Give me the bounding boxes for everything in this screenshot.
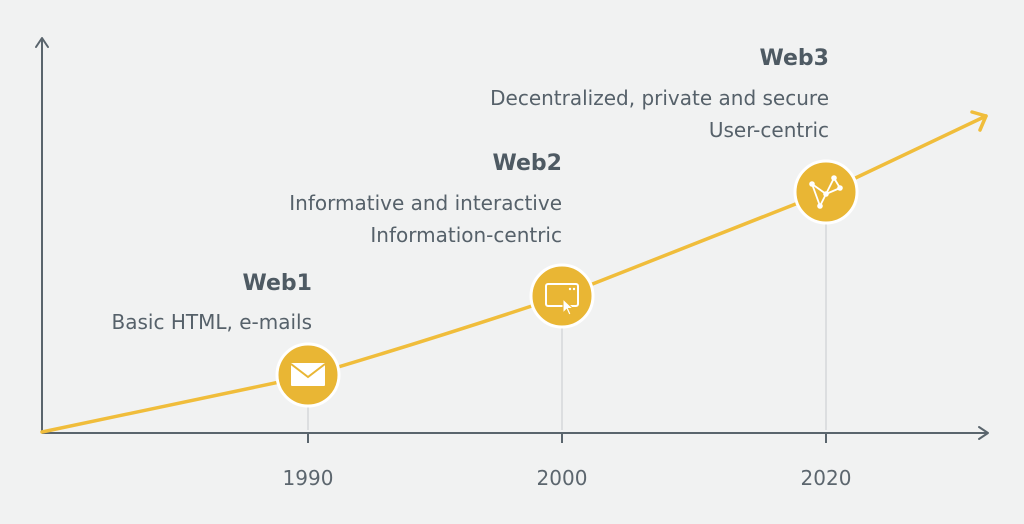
year-label-2020: 2020 [801, 466, 852, 490]
web1-desc-line-1: Basic HTML, e-mails [112, 310, 312, 334]
web1-title: Web1 [243, 271, 312, 296]
web2-node [529, 263, 595, 329]
web2-title: Web2 [493, 151, 562, 176]
web3-node [793, 159, 859, 225]
envelope-icon [290, 363, 326, 386]
year-label-2000: 2000 [537, 466, 588, 490]
web3-desc-line-2: User-centric [709, 118, 829, 142]
web2-desc-line-1: Informative and interactive [289, 191, 562, 215]
x-axis [42, 426, 989, 440]
web3-title: Web3 [760, 46, 829, 71]
web3-desc-line-1: Decentralized, private and secure [490, 86, 829, 110]
year-label-1990: 1990 [283, 466, 334, 490]
trend-arrow-head [970, 110, 988, 132]
web1-node [275, 342, 341, 408]
browser-window-cursor-icon [545, 283, 579, 316]
web2-desc-line-2: Information-centric [370, 223, 562, 247]
y-axis [35, 37, 49, 433]
network-nodes-icon [809, 175, 843, 209]
